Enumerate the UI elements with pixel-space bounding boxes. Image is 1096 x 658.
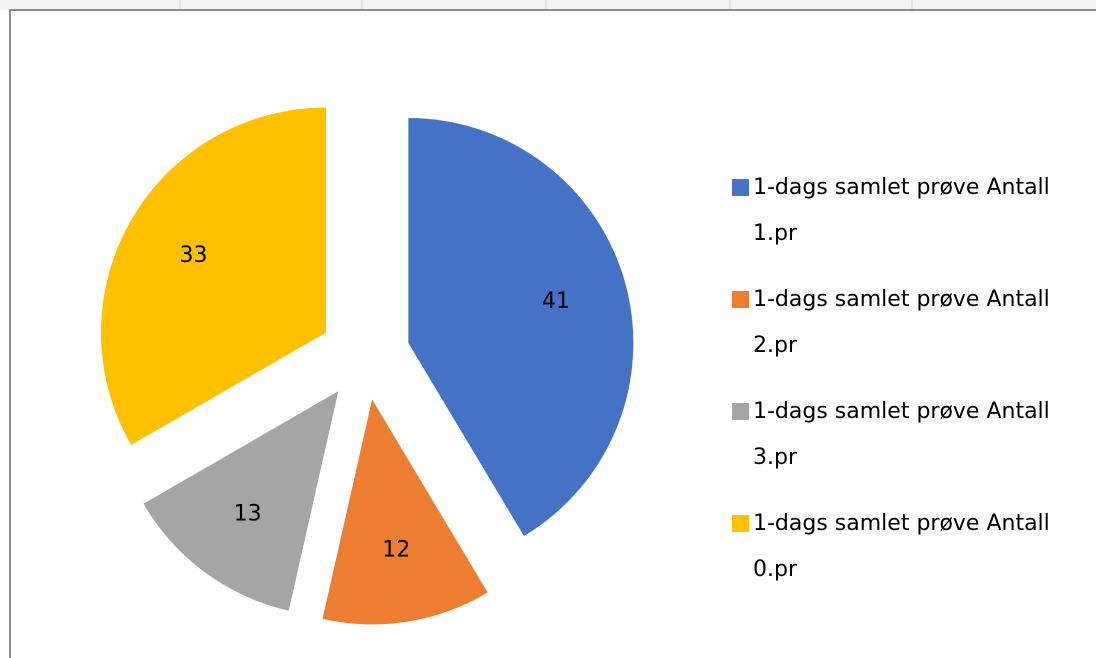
pie-slice <box>143 391 339 611</box>
data-label: 13 <box>234 501 262 526</box>
pie-slice <box>322 399 488 625</box>
legend-swatch <box>732 179 749 196</box>
pie-slice <box>408 118 634 537</box>
legend-entry: 1-dags samlet prøve Antall 1.pr <box>732 165 1092 257</box>
data-label: 41 <box>542 289 570 314</box>
legend-entry: 1-dags samlet prøve Antall 0.pr <box>732 501 1092 593</box>
legend-entry: 1-dags samlet prøve Antall 3.pr <box>732 389 1092 481</box>
legend-swatch <box>732 403 749 420</box>
legend-swatch <box>732 515 749 532</box>
legend-entry: 1-dags samlet prøve Antall 2.pr <box>732 277 1092 369</box>
legend-label: 1-dags samlet prøve Antall 3.pr <box>753 399 1050 470</box>
legend-label: 1-dags samlet prøve Antall 0.pr <box>753 511 1050 582</box>
pie-slice <box>101 107 327 445</box>
data-label: 12 <box>382 538 410 563</box>
legend-swatch <box>732 291 749 308</box>
legend-label: 1-dags samlet prøve Antall 2.pr <box>753 287 1050 358</box>
legend-label: 1-dags samlet prøve Antall 1.pr <box>753 175 1050 246</box>
sheet-header <box>0 0 1096 10</box>
legend: 1-dags samlet prøve Antall 1.pr 1-dags sa… <box>732 165 1092 613</box>
pie: 41 12 13 33 <box>101 107 634 625</box>
data-label: 33 <box>180 243 208 268</box>
